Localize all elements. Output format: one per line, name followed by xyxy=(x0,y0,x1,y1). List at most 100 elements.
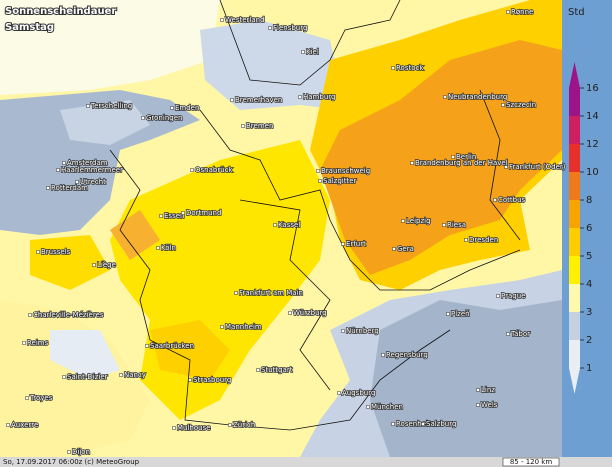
city-marker xyxy=(234,291,238,295)
city-label: Berlin xyxy=(456,153,476,161)
city-label: Terschelling xyxy=(90,102,132,110)
city-label: Rostock xyxy=(396,64,424,72)
legend-color xyxy=(569,144,580,172)
legend-tick-label: 8 xyxy=(586,195,592,206)
city-marker xyxy=(506,10,510,14)
city-marker xyxy=(28,313,32,317)
city-marker xyxy=(341,329,345,333)
city-label: Zürich xyxy=(233,421,255,429)
cloud-area xyxy=(370,300,562,457)
city-marker xyxy=(392,247,396,251)
city-label: Bremerhaven xyxy=(235,96,282,104)
city-marker xyxy=(504,165,508,169)
legend-color xyxy=(569,228,580,256)
legend-unit: Std xyxy=(568,7,585,18)
city-label: Rotterdam xyxy=(51,184,88,192)
city-marker xyxy=(298,95,302,99)
city-label: Reims xyxy=(27,339,49,347)
border-line xyxy=(199,109,521,291)
very-sunny-area xyxy=(110,210,160,260)
city-marker xyxy=(442,223,446,227)
city-marker xyxy=(172,426,176,430)
city-label: Leipzig xyxy=(406,217,431,225)
city-label: Dortmund xyxy=(186,209,221,217)
city-label: Haarlemmermeer xyxy=(61,166,123,174)
city-marker xyxy=(391,422,395,426)
city-label: Dresden xyxy=(469,236,498,244)
city-label: Hamburg xyxy=(303,93,335,101)
city-label: Groningen xyxy=(146,114,182,122)
city-label: Plzeň xyxy=(451,310,470,318)
city-marker xyxy=(268,26,272,30)
legend-color xyxy=(569,256,580,284)
city-marker xyxy=(156,246,160,250)
city-marker xyxy=(188,378,192,382)
city-label: Dijon xyxy=(72,448,90,456)
cloud-area xyxy=(50,330,120,380)
city-marker xyxy=(506,332,510,336)
city-label: Augsburg xyxy=(342,389,375,397)
city-marker xyxy=(75,180,79,184)
city-label: Charleville-Mézières xyxy=(33,311,104,319)
city-label: Köln xyxy=(161,244,176,252)
cloud-area xyxy=(0,90,200,235)
city-label: Frankfurt am Main xyxy=(239,289,303,297)
sea-area xyxy=(0,0,220,95)
legend-tick-label: 12 xyxy=(586,139,599,150)
city-marker xyxy=(401,219,405,223)
city-label: Amsterdam xyxy=(67,159,108,167)
city-label: Kiel xyxy=(306,48,319,56)
city-marker xyxy=(501,103,505,107)
city-marker xyxy=(62,375,66,379)
city-label: Tábor xyxy=(510,330,530,338)
city-marker xyxy=(381,353,385,357)
city-marker xyxy=(170,106,174,110)
city-marker xyxy=(230,98,234,102)
legend-tick-label: 3 xyxy=(586,307,592,318)
city-marker xyxy=(410,161,414,165)
legend-color xyxy=(569,88,580,116)
city-marker xyxy=(228,423,232,427)
city-marker xyxy=(464,238,468,242)
city-marker xyxy=(451,155,455,159)
city-label: Kassel xyxy=(278,221,300,229)
border-line xyxy=(479,89,521,241)
city-marker xyxy=(318,179,322,183)
city-marker xyxy=(443,95,447,99)
legend-tip xyxy=(569,62,580,88)
city-label: Nancy xyxy=(124,371,146,379)
footer-bar xyxy=(0,457,612,467)
city-marker xyxy=(316,169,320,173)
city-marker xyxy=(273,223,277,227)
city-label: Brandenburg an der Havel xyxy=(415,159,508,167)
city-label: Mannheim xyxy=(225,323,262,331)
city-label: Saarbrücken xyxy=(150,342,194,350)
city-marker xyxy=(476,403,480,407)
city-marker xyxy=(141,116,145,120)
legend-tick-label: 16 xyxy=(586,83,599,94)
city-marker xyxy=(446,312,450,316)
city-label: Riesa xyxy=(447,221,466,229)
city-label: Bremen xyxy=(246,122,273,130)
city-label: Braunschweig xyxy=(321,167,370,175)
city-marker xyxy=(25,396,29,400)
city-label: Emden xyxy=(175,104,199,112)
city-label: Rosenheim xyxy=(396,420,435,428)
border-line xyxy=(109,149,451,431)
footer-timestamp: So, 17.09.2017 06:00z (c) MeteoGroup xyxy=(3,458,140,466)
city-label: Gera xyxy=(397,245,414,253)
city-marker xyxy=(341,242,345,246)
city-label: Neubrandenburg xyxy=(448,93,507,101)
legend-tick-label: 5 xyxy=(586,251,592,262)
city-label: Erfurt xyxy=(346,240,366,248)
legend-tip xyxy=(569,368,580,394)
map-subtitle: Samstag xyxy=(5,22,54,33)
city-label: Cottbus xyxy=(498,196,526,204)
city-label: Prague xyxy=(501,292,525,300)
city-label: Salzburg xyxy=(426,420,456,428)
state-border xyxy=(239,199,331,391)
city-label: Stuttgart xyxy=(261,366,293,374)
city-label: Mulhouse xyxy=(177,424,211,432)
city-label: Westerland xyxy=(225,16,265,24)
